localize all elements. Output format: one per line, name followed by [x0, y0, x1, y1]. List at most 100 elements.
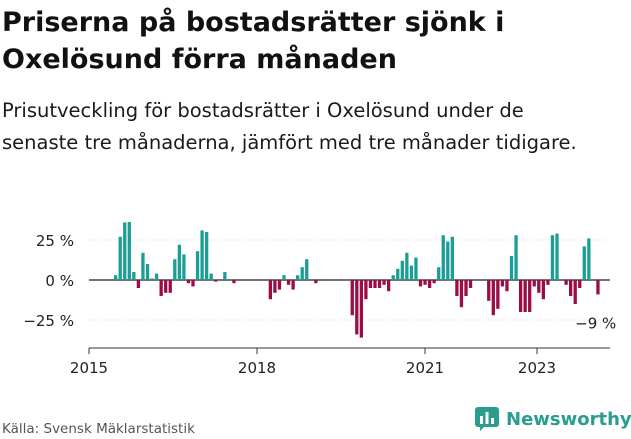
bar: [350, 280, 354, 316]
bar: [537, 280, 541, 293]
bar: [409, 265, 414, 280]
bar: [200, 230, 204, 280]
bar: [587, 238, 591, 280]
x-tick-label: 2023: [518, 359, 556, 377]
bar: [355, 280, 359, 335]
y-tick-label: 25 %: [36, 232, 74, 250]
bar: [159, 280, 163, 296]
bar: [405, 252, 409, 280]
source-note: Källa: Svensk Mäklarstatistik: [2, 421, 195, 437]
bar: [509, 256, 514, 280]
x-tick-label: 2018: [238, 359, 276, 377]
bar: [441, 235, 445, 280]
bar: [514, 235, 518, 280]
bar: [377, 280, 382, 288]
bar: [223, 272, 227, 280]
bar: [145, 264, 150, 280]
bar: [423, 280, 427, 285]
bar: [232, 280, 236, 284]
bar: [400, 260, 404, 280]
newsworthy-logo[interactable]: Newsworthy: [474, 406, 631, 432]
bar: [118, 236, 122, 280]
y-tick-label: 0 %: [45, 272, 74, 290]
bar: [132, 272, 136, 280]
bar: [582, 246, 586, 280]
bar: [459, 280, 464, 308]
bar: [546, 280, 550, 285]
chart-subtitle: Prisutveckling för bostadsrätter i Oxelö…: [2, 99, 577, 154]
bar: [282, 275, 286, 280]
bar: [209, 273, 213, 280]
bar: [205, 232, 209, 280]
bar: [523, 280, 527, 312]
bar: [154, 273, 159, 280]
bar: [127, 222, 131, 280]
bar: [268, 280, 272, 300]
bar: [296, 275, 300, 280]
bar: [578, 280, 582, 288]
bar: [596, 280, 600, 295]
bar: [173, 259, 177, 280]
bar: [214, 280, 218, 282]
x-tick-label: 2015: [70, 359, 108, 377]
bar: [177, 244, 181, 280]
bar: [387, 280, 391, 292]
bar: [487, 280, 491, 301]
bar: [186, 280, 191, 284]
bar: [491, 280, 495, 316]
bar: [123, 222, 127, 280]
bar: [164, 280, 168, 293]
bar: [437, 267, 441, 280]
bar: [396, 268, 400, 280]
bar: [300, 267, 304, 280]
bar: [277, 280, 282, 290]
bar: [273, 280, 277, 293]
bar: [359, 280, 363, 338]
bar: [368, 280, 373, 288]
bar: [541, 280, 545, 300]
bar: [555, 233, 559, 280]
bar: [114, 275, 118, 280]
bar: [314, 280, 318, 284]
bar-chart: 25 % 0 % −25 % −9 % 2015 2018 2021 2023: [23, 222, 616, 377]
chart-title: Priserna på bostadsrätter sjönk i Oxelös…: [2, 7, 505, 75]
bar: [136, 280, 141, 288]
bar: [286, 280, 291, 285]
bar: [455, 280, 459, 296]
bar: [532, 280, 536, 287]
newsworthy-icon: [475, 407, 499, 431]
bar: [305, 259, 309, 280]
bar: [500, 280, 505, 287]
bar: [382, 280, 386, 285]
bar: [496, 280, 500, 309]
bar: [450, 236, 454, 280]
bar: [528, 280, 532, 312]
bar: [168, 280, 172, 293]
bar: [432, 280, 436, 284]
y-tick-label: −25 %: [23, 312, 74, 330]
bar: [414, 257, 418, 280]
bar: [569, 280, 573, 296]
bar: [182, 254, 186, 280]
bar: [468, 280, 473, 288]
bar: [550, 235, 555, 280]
brand-name: Newsworthy: [506, 408, 631, 430]
bar: [464, 280, 468, 296]
bar: [141, 252, 145, 280]
bar: [573, 280, 577, 304]
bar: [564, 280, 568, 285]
x-tick-label: 2021: [406, 359, 444, 377]
bar: [150, 278, 154, 280]
bar: [291, 280, 295, 290]
bar: [518, 280, 523, 312]
bar: [191, 280, 195, 287]
bar: [427, 280, 432, 288]
end-value-label: −9 %: [575, 314, 616, 332]
bar: [505, 280, 509, 292]
bar: [195, 251, 200, 280]
bar: [373, 280, 377, 288]
bar: [418, 280, 423, 287]
bar: [446, 241, 450, 280]
bar: [364, 280, 368, 300]
bar: [391, 275, 395, 280]
